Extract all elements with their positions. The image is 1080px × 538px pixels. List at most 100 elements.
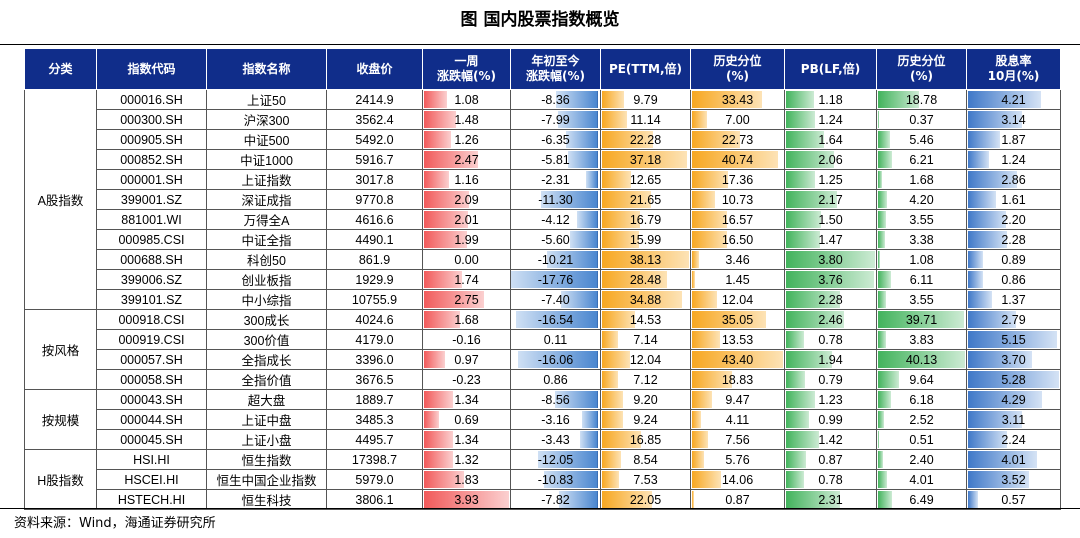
cell-value: 3.80: [818, 252, 843, 267]
bar-cell: 3.93: [422, 489, 511, 510]
category-cell: H股指数: [24, 449, 97, 510]
bar-cell: -17.76: [510, 269, 601, 290]
bar-cell: 1.83: [422, 469, 511, 490]
cell-value: 3.11: [1001, 412, 1026, 427]
value-bar: [424, 151, 478, 168]
index-name-cell: 恒生指数: [206, 449, 327, 470]
cell-value: -7.82: [541, 492, 570, 507]
value-bar: [786, 471, 805, 488]
close-price-cell: 3806.1: [326, 489, 423, 510]
cell-value: 2.75: [454, 292, 479, 307]
value-bar: [878, 331, 887, 348]
cell-value: -6.35: [541, 132, 570, 147]
value-bar: [968, 271, 983, 288]
index-name-cell: 创业板指: [206, 269, 327, 290]
value-bar: [602, 451, 622, 468]
bar-cell: 0.69: [422, 409, 511, 430]
bar-cell: 2.47: [422, 149, 511, 170]
cell-value: 12.65: [629, 172, 662, 187]
bar-cell: 2.24: [966, 429, 1061, 450]
cell-value: 2.20: [1001, 212, 1026, 227]
value-bar: [968, 211, 1006, 228]
cell-value: 15.99: [629, 232, 662, 247]
bar-cell: 0.86: [966, 269, 1061, 290]
value-bar: [878, 131, 890, 148]
bar-cell: -4.12: [510, 209, 601, 230]
bar-cell: 0.87: [784, 449, 877, 470]
index-code-cell: 000918.CSI: [96, 309, 207, 330]
bar-cell: 0.00: [422, 249, 511, 270]
bar-cell: 6.21: [876, 149, 967, 170]
cell-value: 1.25: [818, 172, 843, 187]
value-bar: [968, 131, 1001, 148]
value-bar: [424, 391, 454, 408]
bar-cell: 7.00: [690, 109, 785, 130]
cell-value: -2.31: [541, 172, 570, 187]
bar-cell: 0.11: [510, 329, 601, 350]
cell-value: 9.64: [909, 372, 934, 387]
value-bar: [585, 171, 598, 188]
index-code-cell: 881001.WI: [96, 209, 207, 230]
cell-value: 18.78: [905, 92, 938, 107]
value-bar: [968, 91, 1041, 108]
index-code-cell: 000919.CSI: [96, 329, 207, 350]
cell-value: 0.00: [454, 252, 479, 267]
bar-cell: 4.11: [690, 409, 785, 430]
value-bar: [786, 451, 807, 468]
cell-value: 1.83: [454, 472, 479, 487]
cell-value: 14.53: [629, 312, 662, 327]
value-bar: [424, 471, 464, 488]
bar-cell: 3.38: [876, 229, 967, 250]
cell-value: 2.46: [818, 312, 843, 327]
bar-cell: 16.85: [600, 429, 691, 450]
cell-value: 13.53: [721, 332, 754, 347]
value-bar: [786, 491, 841, 508]
cell-value: -16.54: [537, 312, 574, 327]
bar-cell: 7.53: [600, 469, 691, 490]
value-bar: [692, 331, 721, 348]
bar-cell: 1.50: [784, 209, 877, 230]
cell-value: 22.28: [629, 132, 662, 147]
cell-value: -7.40: [541, 292, 570, 307]
cell-value: 3.46: [725, 252, 750, 267]
value-bar: [511, 271, 598, 288]
bar-cell: -7.40: [510, 289, 601, 310]
cell-value: 4.20: [909, 192, 934, 207]
bar-cell: -16.54: [510, 309, 601, 330]
close-price-cell: 10755.9: [326, 289, 423, 310]
bar-cell: 10.73: [690, 189, 785, 210]
cell-value: 1.42: [818, 432, 843, 447]
bar-cell: 38.13: [600, 249, 691, 270]
close-price-cell: 3562.4: [326, 109, 423, 130]
value-bar: [878, 471, 887, 488]
bar-cell: 2.17: [784, 189, 877, 210]
category-cell: A股指数: [24, 89, 97, 310]
value-bar: [786, 191, 837, 208]
cell-value: 14.06: [721, 472, 754, 487]
bar-cell: 34.88: [600, 289, 691, 310]
table-row: 000852.SH 中证1000 5916.7 2.47 -5.81 37.18 40.74…: [25, 149, 1061, 170]
bar-cell: 12.65: [600, 169, 691, 190]
cell-value: 6.21: [909, 152, 934, 167]
value-bar: [786, 251, 876, 268]
bar-cell: 3.52: [966, 469, 1061, 490]
cell-value: 0.89: [1001, 252, 1026, 267]
value-bar: [602, 371, 619, 388]
index-code-cell: HSI.HI: [96, 449, 207, 470]
value-bar: [786, 331, 805, 348]
bar-cell: 5.46: [876, 129, 967, 150]
value-bar: [692, 371, 732, 388]
bar-cell: 2.46: [784, 309, 877, 330]
value-bar: [602, 331, 619, 348]
bar-cell: -10.83: [510, 469, 601, 490]
value-bar: [692, 291, 718, 308]
bar-cell: -11.30: [510, 189, 601, 210]
value-bar: [968, 411, 1022, 428]
bar-cell: 22.05: [600, 489, 691, 510]
value-bar: [786, 291, 840, 308]
index-code-cell: HSCEI.HI: [96, 469, 207, 490]
table-row: HSCEI.HI 恒生中国企业指数 5979.0 1.83 -10.83 7.53 14.0…: [25, 469, 1061, 490]
value-bar: [424, 271, 462, 288]
value-bar: [555, 91, 598, 108]
table-row: 000905.SH 中证500 5492.0 1.26 -6.35 22.28 22.73 1…: [25, 129, 1061, 150]
